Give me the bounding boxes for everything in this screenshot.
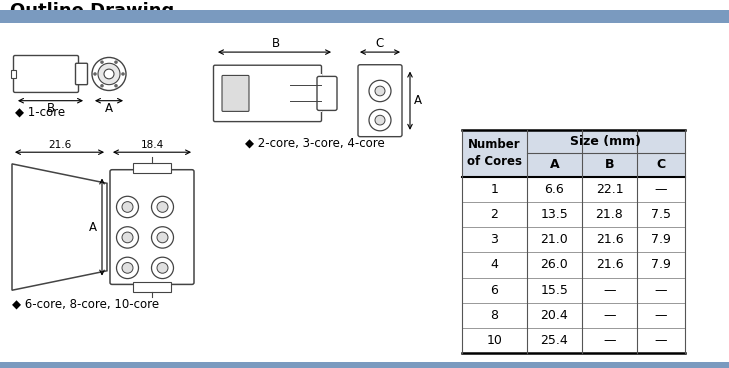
Text: 4: 4 xyxy=(491,258,499,272)
Text: 7.9: 7.9 xyxy=(651,233,671,246)
Text: 21.6: 21.6 xyxy=(596,233,623,246)
Circle shape xyxy=(157,232,168,243)
Text: —: — xyxy=(604,334,616,347)
Text: —: — xyxy=(655,183,667,196)
Bar xyxy=(462,130,685,153)
Text: —: — xyxy=(655,309,667,322)
Text: —: — xyxy=(604,309,616,322)
Text: A: A xyxy=(89,220,97,234)
Circle shape xyxy=(152,196,174,217)
Text: B: B xyxy=(605,158,615,171)
Text: —: — xyxy=(655,334,667,347)
Text: 10: 10 xyxy=(486,334,502,347)
Circle shape xyxy=(157,262,168,273)
Text: —: — xyxy=(604,284,616,297)
Text: 3: 3 xyxy=(491,233,499,246)
Text: 21.6: 21.6 xyxy=(596,258,623,272)
Circle shape xyxy=(122,202,133,212)
Text: ◆ 2-core, 3-core, 4-core: ◆ 2-core, 3-core, 4-core xyxy=(245,137,385,150)
Bar xyxy=(133,163,171,173)
Bar xyxy=(290,74,322,112)
Circle shape xyxy=(117,196,139,217)
Circle shape xyxy=(122,232,133,243)
Text: 21.6: 21.6 xyxy=(48,140,71,150)
Text: ◆ 1-core: ◆ 1-core xyxy=(15,106,65,118)
Text: 1: 1 xyxy=(491,183,499,196)
Text: 7.9: 7.9 xyxy=(651,258,671,272)
Text: —: — xyxy=(655,284,667,297)
Circle shape xyxy=(93,72,97,76)
Text: Number
of Cores: Number of Cores xyxy=(467,138,522,168)
Circle shape xyxy=(121,72,125,76)
Bar xyxy=(0,10,729,23)
FancyBboxPatch shape xyxy=(317,77,337,110)
FancyBboxPatch shape xyxy=(214,65,321,121)
Text: 6: 6 xyxy=(491,284,499,297)
FancyBboxPatch shape xyxy=(76,63,87,85)
Circle shape xyxy=(152,257,174,279)
FancyBboxPatch shape xyxy=(358,65,402,137)
Polygon shape xyxy=(12,164,107,290)
Circle shape xyxy=(114,84,118,88)
Text: 7.5: 7.5 xyxy=(651,208,671,221)
Text: B: B xyxy=(271,37,279,50)
Text: 21.0: 21.0 xyxy=(541,233,569,246)
Text: ◆ 6-core, 8-core, 10-core: ◆ 6-core, 8-core, 10-core xyxy=(12,298,159,311)
Bar xyxy=(462,153,685,177)
FancyBboxPatch shape xyxy=(110,170,194,284)
Text: A: A xyxy=(550,158,559,171)
Text: 8: 8 xyxy=(491,309,499,322)
Circle shape xyxy=(114,60,118,64)
Text: Outline Drawing: Outline Drawing xyxy=(10,2,174,20)
Circle shape xyxy=(369,80,391,102)
Bar xyxy=(11,70,16,78)
Text: A: A xyxy=(105,102,113,115)
Circle shape xyxy=(122,262,133,273)
Circle shape xyxy=(100,60,104,64)
Text: 13.5: 13.5 xyxy=(541,208,569,221)
Circle shape xyxy=(157,202,168,212)
Circle shape xyxy=(100,84,104,88)
Circle shape xyxy=(117,257,139,279)
Text: 21.8: 21.8 xyxy=(596,208,623,221)
Circle shape xyxy=(375,86,385,96)
Text: 15.5: 15.5 xyxy=(541,284,569,297)
Circle shape xyxy=(369,109,391,131)
Circle shape xyxy=(152,227,174,248)
Text: C: C xyxy=(376,37,384,50)
Text: B: B xyxy=(47,102,55,115)
Circle shape xyxy=(104,69,114,79)
Circle shape xyxy=(117,227,139,248)
Text: Size (mm): Size (mm) xyxy=(571,135,642,148)
FancyBboxPatch shape xyxy=(14,56,79,92)
Text: 2: 2 xyxy=(491,208,499,221)
FancyBboxPatch shape xyxy=(222,75,249,112)
Text: 26.0: 26.0 xyxy=(541,258,569,272)
Text: 25.4: 25.4 xyxy=(541,334,569,347)
Circle shape xyxy=(98,63,120,85)
Text: (Unit: mm): (Unit: mm) xyxy=(660,10,720,20)
Circle shape xyxy=(375,115,385,125)
Bar xyxy=(0,362,729,368)
Text: 20.4: 20.4 xyxy=(541,309,569,322)
Text: C: C xyxy=(656,158,666,171)
Text: A: A xyxy=(414,94,422,107)
Text: 18.4: 18.4 xyxy=(141,140,163,150)
Bar xyxy=(133,283,171,292)
Circle shape xyxy=(92,57,126,91)
Text: 22.1: 22.1 xyxy=(596,183,623,196)
Text: 6.6: 6.6 xyxy=(545,183,564,196)
